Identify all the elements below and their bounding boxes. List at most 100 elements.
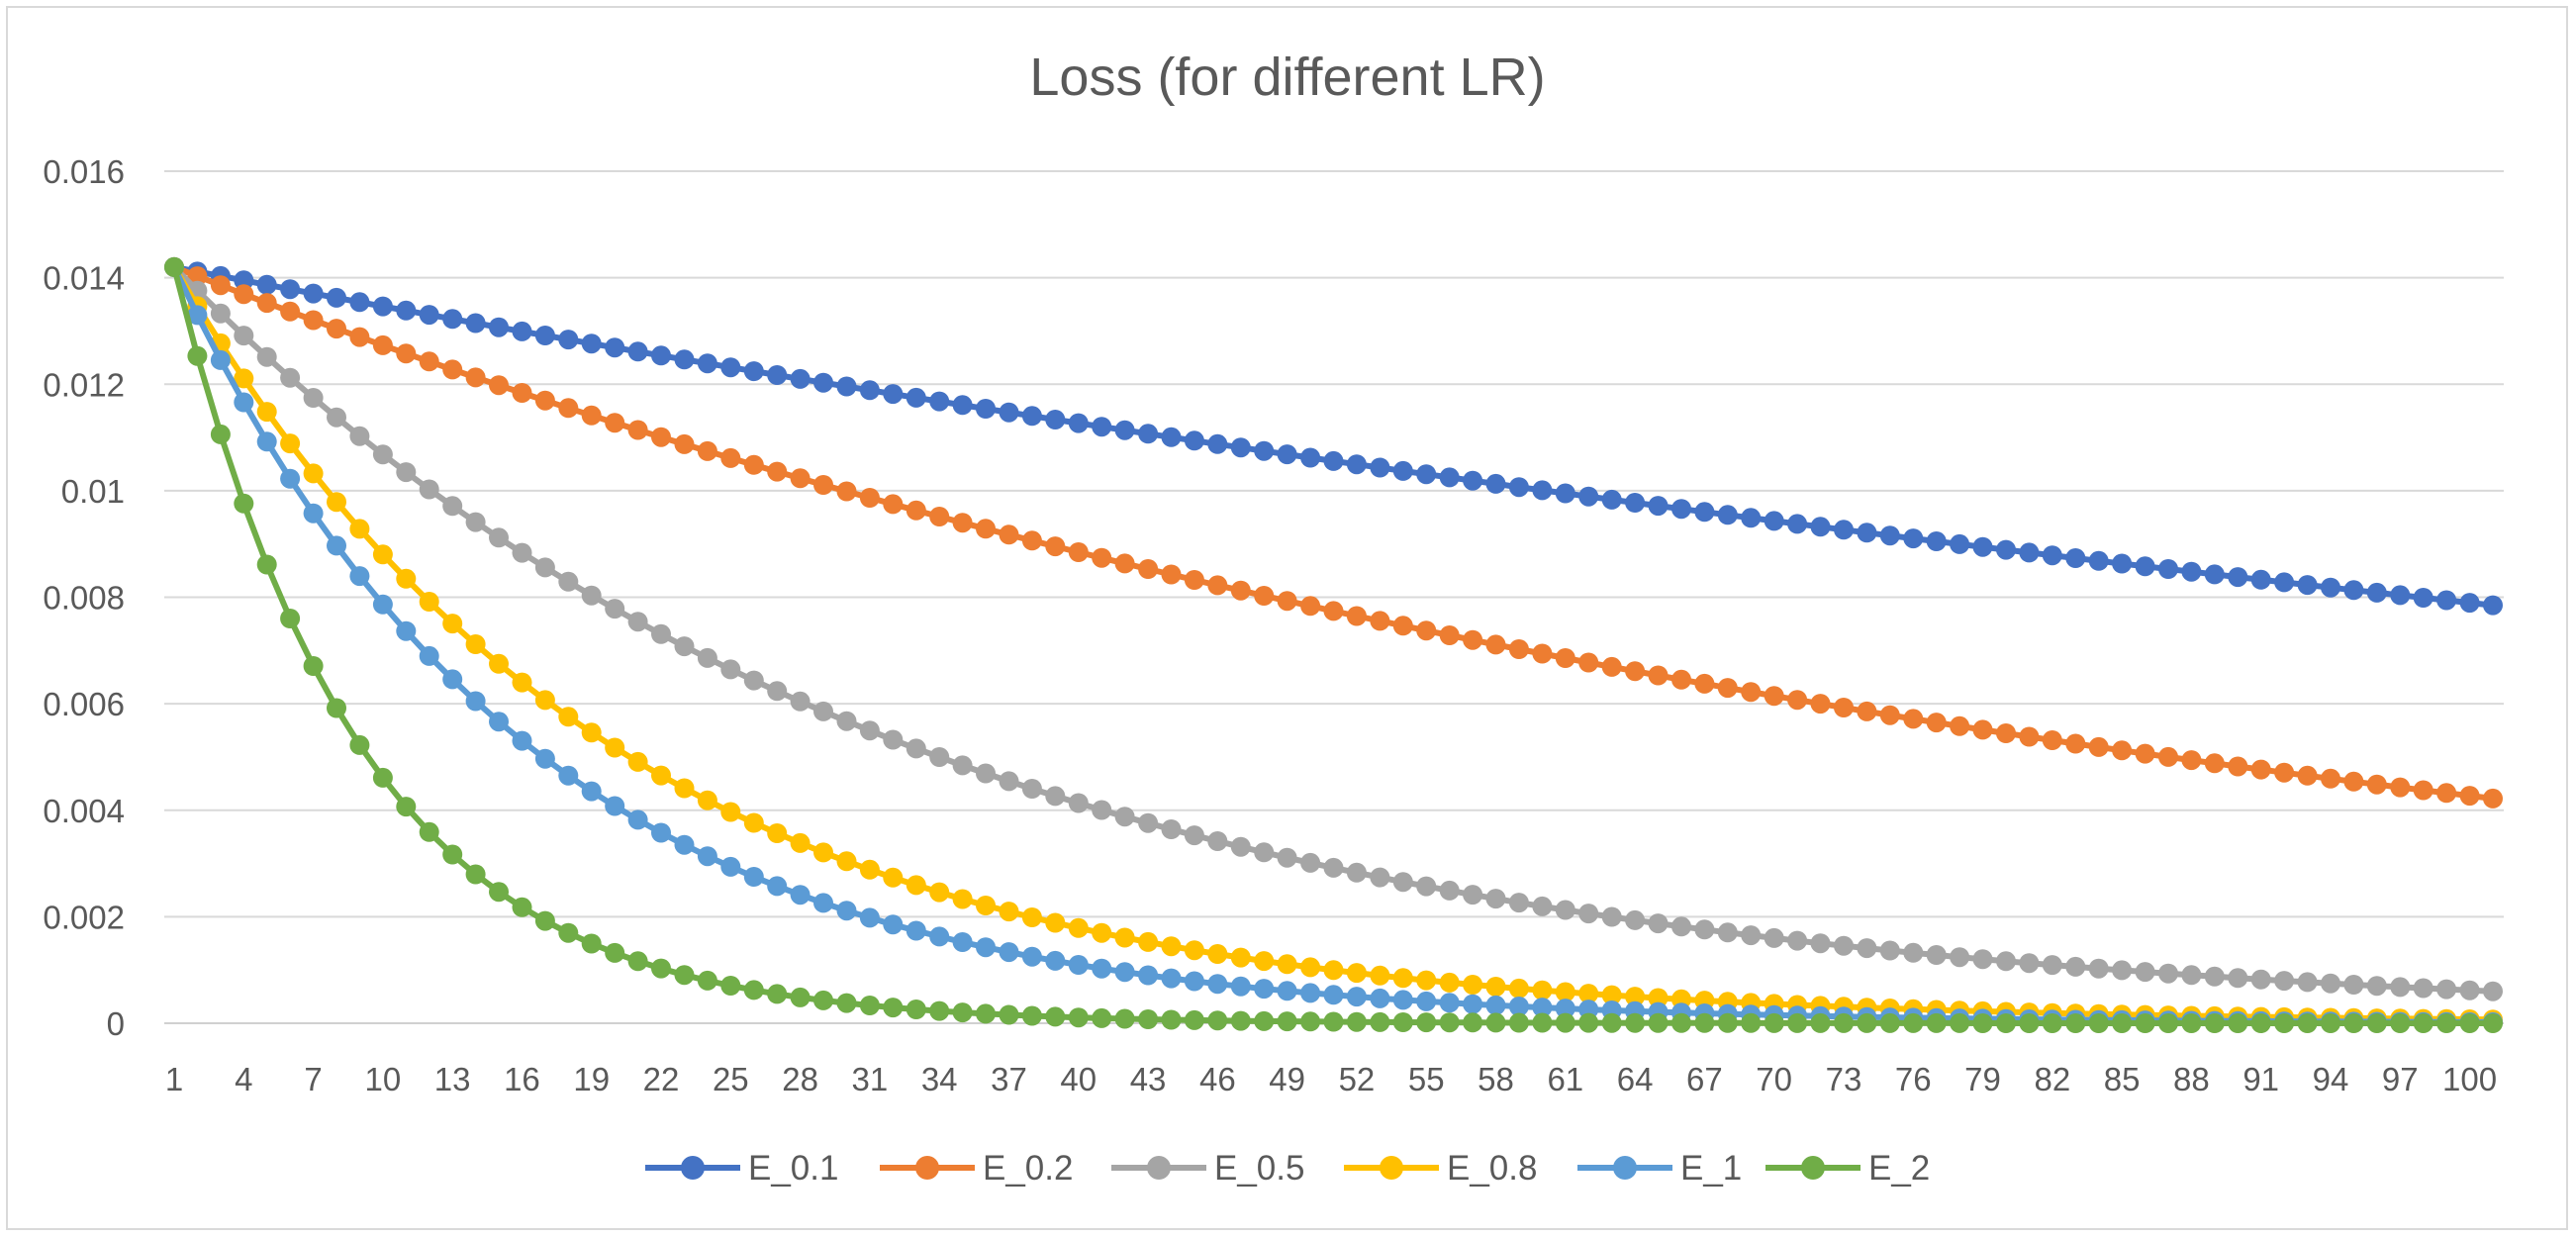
data-point bbox=[2459, 593, 2480, 614]
data-point bbox=[1694, 673, 1715, 694]
data-point bbox=[234, 368, 254, 389]
data-point bbox=[581, 933, 602, 954]
data-point bbox=[187, 305, 208, 326]
data-point bbox=[210, 349, 231, 370]
x-tick-label: 88 bbox=[2173, 1061, 2210, 1097]
data-point bbox=[327, 319, 346, 339]
data-point bbox=[1879, 705, 1900, 725]
data-point bbox=[489, 527, 509, 548]
data-point bbox=[234, 392, 254, 413]
data-point bbox=[999, 902, 1019, 922]
data-point bbox=[651, 822, 671, 843]
data-point bbox=[1463, 994, 1483, 1014]
data-point bbox=[720, 357, 741, 378]
data-point bbox=[1741, 925, 1762, 946]
data-point bbox=[1114, 1008, 1135, 1029]
data-point bbox=[2204, 1013, 2225, 1033]
data-point bbox=[2321, 577, 2340, 598]
data-point bbox=[1578, 652, 1599, 673]
data-point bbox=[396, 620, 417, 641]
data-point bbox=[1138, 931, 1159, 952]
data-point bbox=[790, 468, 811, 489]
x-tick-label: 4 bbox=[235, 1061, 252, 1097]
data-point bbox=[164, 256, 184, 277]
data-point bbox=[743, 454, 764, 475]
data-point bbox=[349, 292, 370, 313]
data-point bbox=[1648, 496, 1669, 517]
data-point bbox=[836, 851, 857, 872]
data-point bbox=[1857, 1012, 1877, 1033]
data-point bbox=[2228, 1013, 2248, 1033]
data-point bbox=[605, 337, 625, 358]
data-point bbox=[372, 594, 393, 615]
data-point bbox=[952, 513, 973, 533]
y-tick-label: 0.002 bbox=[43, 899, 125, 935]
x-tick-label: 37 bbox=[991, 1061, 1027, 1097]
data-point bbox=[1021, 779, 1042, 799]
data-point bbox=[1463, 1012, 1483, 1033]
data-point bbox=[1254, 951, 1275, 972]
data-point bbox=[952, 889, 973, 909]
data-point bbox=[2274, 572, 2295, 593]
data-point bbox=[1300, 957, 1321, 978]
data-point bbox=[1392, 1012, 1413, 1032]
data-point bbox=[1857, 701, 1877, 721]
data-point bbox=[465, 512, 486, 532]
data-point bbox=[1092, 922, 1112, 943]
data-point bbox=[1439, 993, 1460, 1013]
data-point bbox=[1184, 430, 1204, 451]
data-point bbox=[2135, 962, 2155, 983]
data-point bbox=[976, 519, 996, 539]
data-point bbox=[465, 367, 486, 388]
data-point bbox=[2181, 750, 2202, 771]
data-point bbox=[674, 433, 695, 454]
y-axis-tick-labels: 0 0.002 0.004 0.006 0.008 0.01 0.012 0.014 0.016 bbox=[43, 153, 125, 1042]
data-point bbox=[234, 493, 254, 514]
data-point bbox=[442, 359, 463, 380]
data-point bbox=[1184, 1009, 1204, 1030]
data-point bbox=[581, 781, 602, 802]
data-point bbox=[976, 896, 996, 915]
data-point bbox=[605, 942, 625, 963]
data-point bbox=[1300, 596, 1321, 617]
data-point bbox=[1207, 1010, 1228, 1031]
data-point bbox=[303, 463, 324, 484]
data-point bbox=[1694, 502, 1715, 523]
data-point bbox=[1996, 951, 2016, 972]
data-point bbox=[1694, 919, 1715, 940]
data-point bbox=[1230, 947, 1251, 968]
data-point bbox=[327, 698, 346, 718]
data-point bbox=[1300, 1011, 1321, 1032]
data-point bbox=[2112, 1013, 2133, 1033]
legend-item: E_0.5 bbox=[1111, 1149, 1304, 1188]
data-point bbox=[697, 353, 717, 374]
data-point bbox=[1323, 960, 1344, 981]
x-tick-label: 94 bbox=[2313, 1061, 2349, 1097]
data-point bbox=[952, 755, 973, 776]
data-point bbox=[1648, 913, 1669, 934]
data-point bbox=[1068, 793, 1089, 813]
data-point bbox=[396, 462, 417, 483]
y-tick-label: 0.008 bbox=[43, 580, 125, 617]
data-point bbox=[1810, 694, 1831, 714]
data-point bbox=[1254, 1010, 1275, 1031]
data-point bbox=[836, 901, 857, 921]
data-point bbox=[1555, 999, 1575, 1019]
data-point bbox=[2065, 733, 2086, 754]
data-point bbox=[442, 669, 463, 690]
data-point bbox=[1045, 536, 1066, 557]
data-point bbox=[651, 427, 671, 447]
data-point bbox=[303, 310, 324, 331]
data-point bbox=[1508, 639, 1529, 659]
data-point bbox=[767, 984, 788, 1004]
data-point bbox=[1254, 440, 1275, 461]
data-point bbox=[767, 823, 788, 843]
data-point bbox=[1834, 520, 1854, 540]
data-point bbox=[581, 405, 602, 426]
data-point bbox=[1810, 933, 1831, 954]
data-point bbox=[605, 599, 625, 619]
legend-marker bbox=[915, 1156, 939, 1180]
data-point bbox=[2483, 981, 2503, 1001]
data-point bbox=[1950, 715, 1970, 736]
legend-marker bbox=[1147, 1156, 1171, 1180]
